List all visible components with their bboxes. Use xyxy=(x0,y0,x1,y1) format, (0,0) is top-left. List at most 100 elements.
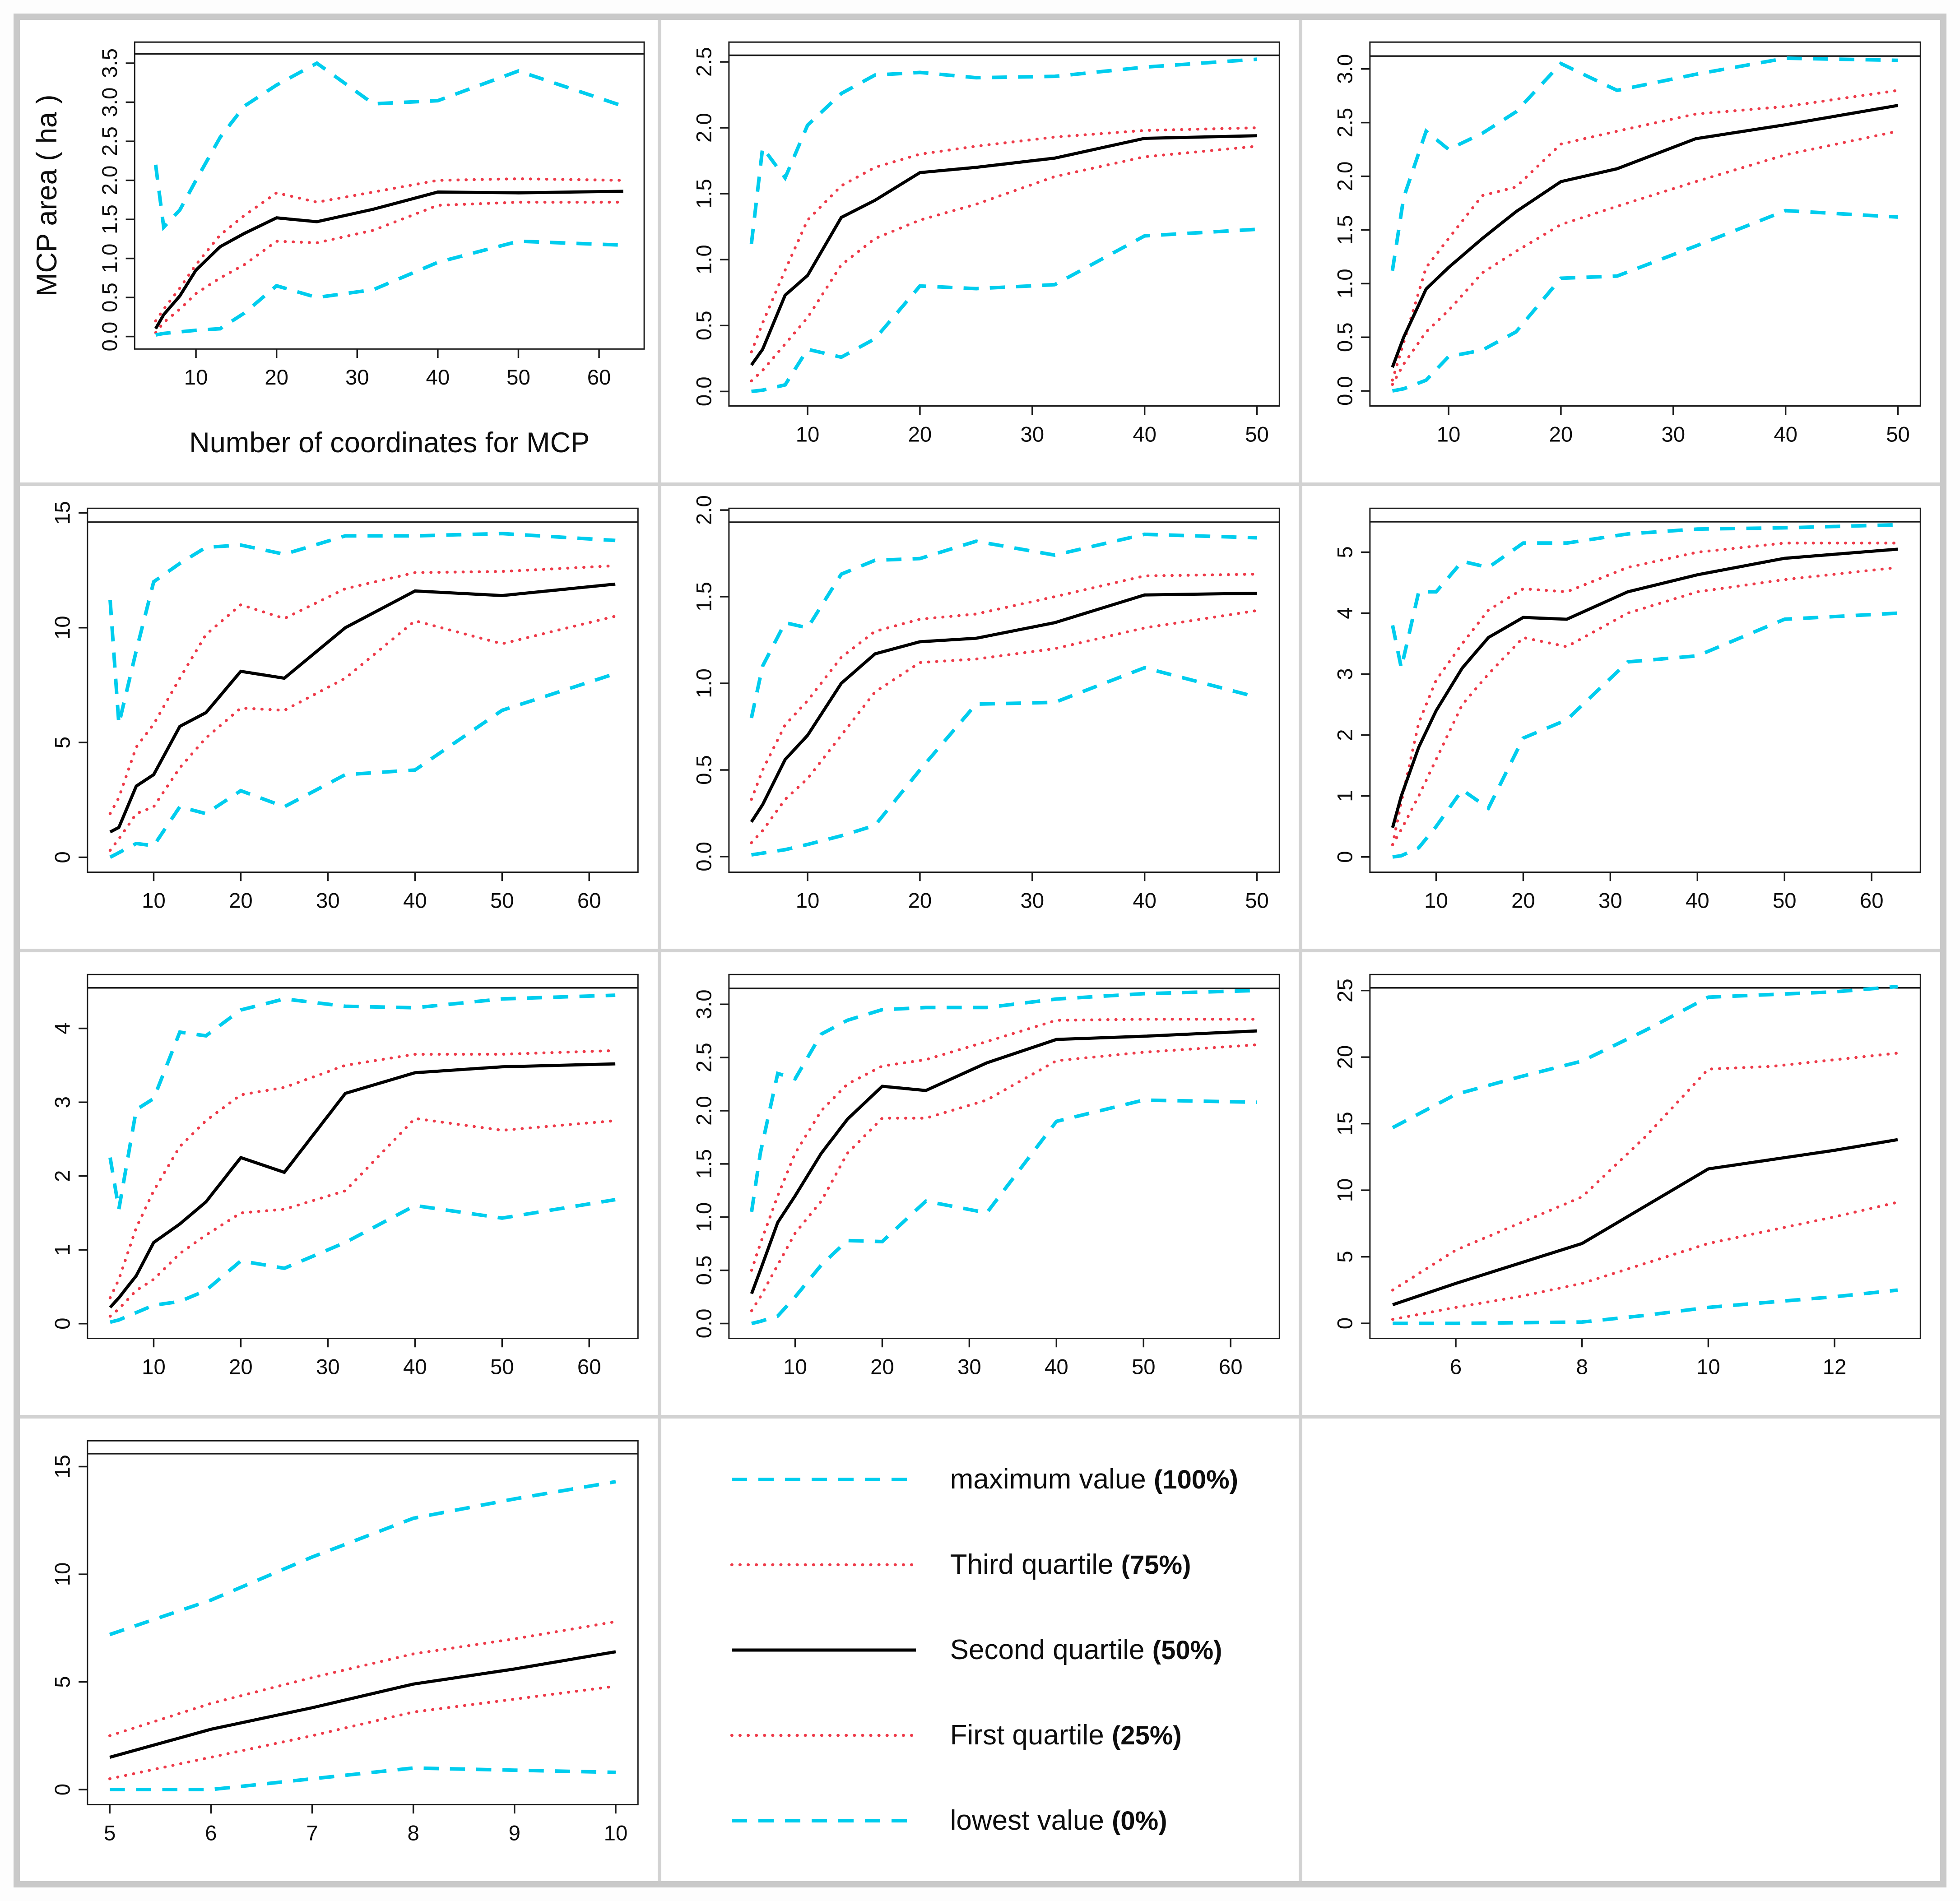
svg-text:20: 20 xyxy=(908,422,932,446)
svg-text:10: 10 xyxy=(604,1821,628,1845)
figure-border: 10 20 30 40 50 60 0.0 0.5 1.0 1.5 2.0 2.5 3.0 3.5 Numb… xyxy=(14,14,1946,1887)
svg-text:20: 20 xyxy=(265,366,288,389)
svg-text:50: 50 xyxy=(1773,889,1797,913)
svg-text:15: 15 xyxy=(51,501,74,525)
maximum-value-line-icon xyxy=(731,1477,916,1481)
svg-text:5: 5 xyxy=(1333,546,1357,558)
svg-text:10: 10 xyxy=(1333,1178,1357,1202)
svg-text:0: 0 xyxy=(1333,851,1357,863)
svg-text:30: 30 xyxy=(1020,889,1044,913)
svg-text:3.0: 3.0 xyxy=(692,989,716,1019)
svg-text:0.5: 0.5 xyxy=(692,755,716,785)
svg-text:20: 20 xyxy=(1549,422,1573,446)
svg-text:3.0: 3.0 xyxy=(1333,54,1357,84)
svg-text:2: 2 xyxy=(1333,729,1357,741)
svg-text:1.5: 1.5 xyxy=(692,582,716,612)
svg-text:4: 4 xyxy=(51,1023,74,1034)
svg-text:60: 60 xyxy=(587,366,611,389)
svg-text:5: 5 xyxy=(51,1676,74,1688)
legend-label-pct: (0%) xyxy=(1112,1806,1167,1836)
legend-label-text: maximum value xyxy=(950,1464,1146,1495)
svg-text:4: 4 xyxy=(1333,607,1357,619)
legend-label-text: lowest value xyxy=(950,1805,1104,1836)
svg-text:10: 10 xyxy=(783,1355,807,1379)
svg-text:1.0: 1.0 xyxy=(1333,269,1357,298)
svg-text:20: 20 xyxy=(229,1355,253,1379)
svg-text:40: 40 xyxy=(1045,1355,1068,1379)
svg-text:9: 9 xyxy=(509,1821,520,1845)
svg-text:20: 20 xyxy=(229,889,253,913)
legend-item-lowest-value: lowest value (0%) xyxy=(729,1804,1167,1836)
svg-text:1.0: 1.0 xyxy=(692,245,716,274)
panel-2-plot: 10 20 30 40 50 0.0 0.5 1.0 1.5 2.0 2.5 xyxy=(692,41,1280,446)
svg-text:2.5: 2.5 xyxy=(692,1043,716,1072)
svg-text:1.5: 1.5 xyxy=(1333,215,1357,245)
svg-text:10: 10 xyxy=(184,366,208,389)
svg-text:0.5: 0.5 xyxy=(1333,322,1357,352)
svg-text:30: 30 xyxy=(1662,422,1686,446)
svg-text:2.5: 2.5 xyxy=(692,47,716,77)
legend-item-maximum-value: maximum value (100%) xyxy=(729,1463,1238,1495)
svg-text:6: 6 xyxy=(1450,1355,1462,1379)
svg-text:10: 10 xyxy=(51,1563,74,1586)
svg-text:20: 20 xyxy=(1511,889,1535,913)
panel-2-cell: 10 20 30 40 50 0.0 0.5 1.0 1.5 2.0 2.5 xyxy=(661,20,1299,482)
svg-text:40: 40 xyxy=(1133,889,1156,913)
svg-text:8: 8 xyxy=(407,1821,419,1845)
panel-8-cell: 10 20 30 40 50 60 0.0 0.5 1.0 1.5 2.0 2.5 3.0 xyxy=(661,952,1299,1415)
svg-text:2.5: 2.5 xyxy=(98,126,122,156)
legend-item-label: maximum value (100%) xyxy=(950,1463,1238,1495)
panel-3-plot: 10 20 30 40 50 0.0 0.5 1.0 1.5 2.0 2.5 3.0 xyxy=(1333,41,1922,446)
panel-6-plot: 10 20 30 40 50 60 0 1 2 3 4 5 xyxy=(1333,507,1922,913)
panel-9-cell: 6 8 10 12 0 5 10 15 20 25 xyxy=(1302,952,1940,1415)
panel-9-plot: 6 8 10 12 0 5 10 15 20 25 xyxy=(1333,974,1922,1379)
legend-label-text: Third quartile xyxy=(950,1549,1114,1580)
svg-text:0.5: 0.5 xyxy=(98,283,122,312)
svg-text:0: 0 xyxy=(51,1318,74,1330)
svg-text:10: 10 xyxy=(51,616,74,640)
svg-text:30: 30 xyxy=(316,889,340,913)
svg-text:0: 0 xyxy=(51,851,74,863)
first-quartile-line-icon xyxy=(730,1734,917,1737)
svg-text:10: 10 xyxy=(1696,1355,1720,1379)
legend-item-label: Second quartile (50%) xyxy=(950,1634,1222,1666)
svg-text:20: 20 xyxy=(908,889,932,913)
legend-item-label: First quartile (25%) xyxy=(950,1719,1182,1751)
svg-text:0.0: 0.0 xyxy=(1333,376,1357,406)
panel-10-cell: 5 6 7 8 9 10 0 5 10 15 xyxy=(20,1419,658,1881)
svg-text:30: 30 xyxy=(957,1355,981,1379)
svg-text:60: 60 xyxy=(1219,1355,1243,1379)
svg-text:MCP area ( ha ): MCP area ( ha ) xyxy=(31,95,63,297)
svg-text:5: 5 xyxy=(104,1821,116,1845)
empty-panel xyxy=(1302,1419,1940,1881)
svg-text:1.5: 1.5 xyxy=(692,1149,716,1179)
svg-text:5: 5 xyxy=(51,737,74,748)
svg-text:3.5: 3.5 xyxy=(98,48,122,78)
legend-item-label: lowest value (0%) xyxy=(950,1804,1167,1836)
svg-text:0.0: 0.0 xyxy=(692,376,716,406)
panel-10-plot: 5 6 7 8 9 10 0 5 10 15 xyxy=(51,1440,639,1845)
svg-text:2.0: 2.0 xyxy=(692,113,716,143)
legend-item-second-quartile: Second quartile (50%) xyxy=(729,1634,1222,1666)
legend-label-pct: (50%) xyxy=(1152,1636,1222,1665)
svg-text:2: 2 xyxy=(51,1170,74,1182)
panel-1-cell: 10 20 30 40 50 60 0.0 0.5 1.0 1.5 2.0 2.5 3.0 3.5 Numb… xyxy=(20,20,658,482)
svg-text:2.0: 2.0 xyxy=(692,495,716,525)
svg-text:40: 40 xyxy=(1133,422,1156,446)
svg-text:30: 30 xyxy=(345,366,369,389)
svg-text:1.5: 1.5 xyxy=(98,204,122,234)
svg-text:50: 50 xyxy=(506,366,530,389)
svg-text:7: 7 xyxy=(306,1821,318,1845)
panel-5-cell: 10 20 30 40 50 0.0 0.5 1.0 1.5 2.0 xyxy=(661,486,1299,949)
legend-label-pct: (100%) xyxy=(1154,1465,1238,1494)
svg-text:10: 10 xyxy=(142,889,166,913)
third-quartile-line-icon xyxy=(730,1563,917,1566)
legend-label-text: Second quartile xyxy=(950,1634,1145,1665)
svg-text:2.5: 2.5 xyxy=(1333,108,1357,138)
svg-text:60: 60 xyxy=(1860,889,1884,913)
legend-label-pct: (25%) xyxy=(1111,1721,1182,1750)
svg-text:50: 50 xyxy=(490,1355,514,1379)
panel-7-plot: 10 20 30 40 50 60 0 1 2 3 4 xyxy=(51,974,639,1379)
legend-item-first-quartile: First quartile (25%) xyxy=(729,1719,1182,1751)
